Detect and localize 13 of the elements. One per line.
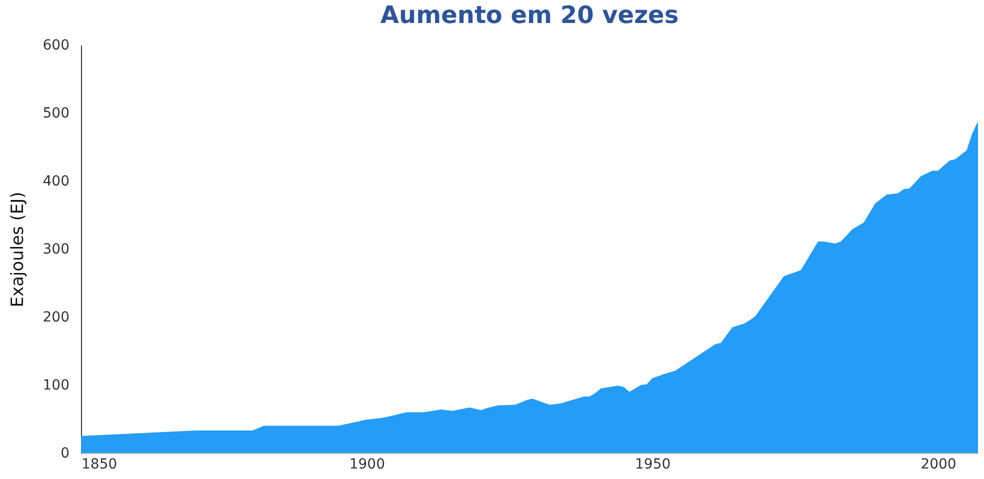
x-tick-label: 1950 xyxy=(635,456,671,472)
chart-title: Aumento em 20 vezes xyxy=(380,1,679,29)
y-tick-label: 400 xyxy=(42,174,70,190)
y-axis-title: Exajoules (EJ) xyxy=(8,192,28,308)
y-tick-label: 200 xyxy=(42,310,70,326)
y-tick-label: 100 xyxy=(42,378,70,394)
x-tick-label: 1850 xyxy=(82,456,118,472)
y-tick-label: 500 xyxy=(42,106,70,122)
x-tick-label: 2000 xyxy=(920,456,956,472)
y-tick-label: 300 xyxy=(42,242,70,258)
y-tick-label: 0 xyxy=(60,446,70,462)
x-tick-label: 1900 xyxy=(349,456,385,472)
y-tick-label: 600 xyxy=(42,38,70,54)
